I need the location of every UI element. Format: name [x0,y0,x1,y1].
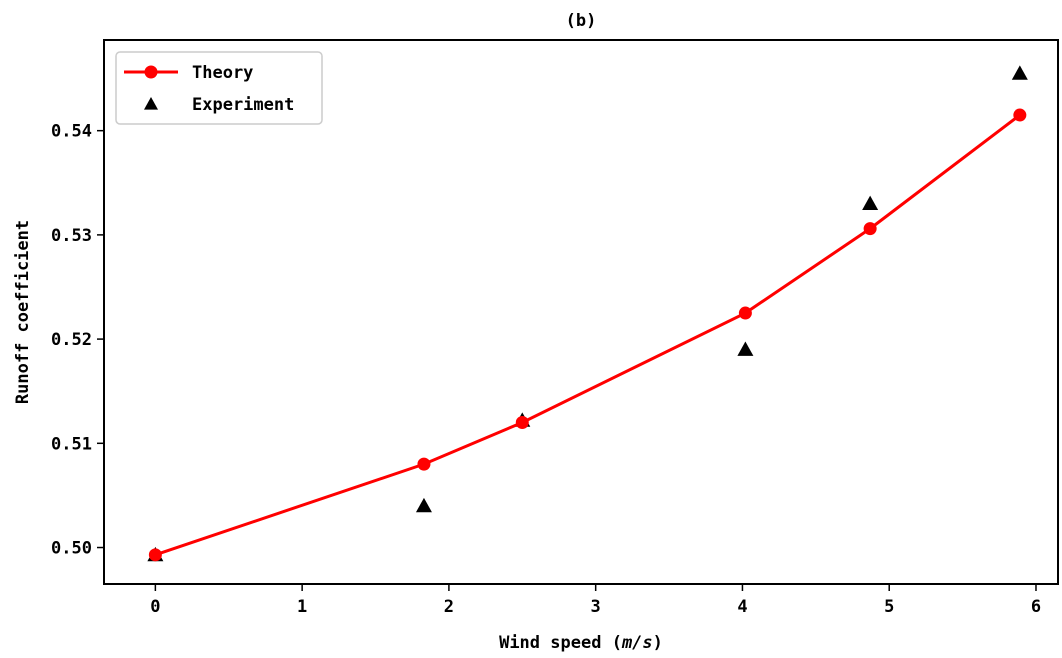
x-tick-label: 6 [1031,597,1041,617]
chart-title: (b) [566,11,597,31]
theory-marker [515,415,529,429]
x-tick-label: 1 [297,597,307,617]
y-tick-label: 0.54 [51,122,92,142]
x-tick-label: 3 [591,597,601,617]
theory-marker [417,457,431,471]
y-axis-label: Runoff coefficient [13,220,33,404]
legend-box [115,51,323,125]
x-axis-label: Wind speed (m/s) [499,633,663,653]
y-axis-ticks: 0.50 0.51 0.52 0.53 0.54 [51,122,104,559]
legend-theory-label: Theory [192,63,253,83]
x-tick-label: 5 [884,597,894,617]
x-tick-label: 2 [444,597,454,617]
legend-experiment-label: Experiment [192,95,294,115]
x-tick-label: 0 [150,597,160,617]
legend-experiment-marker [144,97,158,110]
x-axis-label-unit: m/s [621,633,653,653]
legend: Theory Experiment [115,51,323,125]
experiment-marker [862,195,879,211]
x-axis-ticks: 0 1 2 3 4 5 6 [150,584,1041,617]
experiment-marker [1011,65,1028,80]
series-experiment [147,65,1028,562]
theory-marker [863,222,877,236]
plot-frame [103,39,1059,585]
experiment-marker [415,497,432,513]
series-theory [148,108,1027,562]
experiment-marker [737,341,754,356]
x-axis-label-text: Wind speed [499,633,601,653]
y-tick-label: 0.50 [51,539,92,559]
theory-marker [738,306,752,320]
y-tick-label: 0.53 [51,226,92,246]
theory-marker [1013,108,1027,122]
y-tick-label: 0.51 [51,434,92,454]
y-tick-label: 0.52 [51,330,92,350]
legend-theory-marker [144,65,158,79]
plot-series [147,65,1028,562]
theory-line [154,113,1021,557]
theory-marker [148,548,162,562]
x-tick-label: 4 [737,597,747,617]
